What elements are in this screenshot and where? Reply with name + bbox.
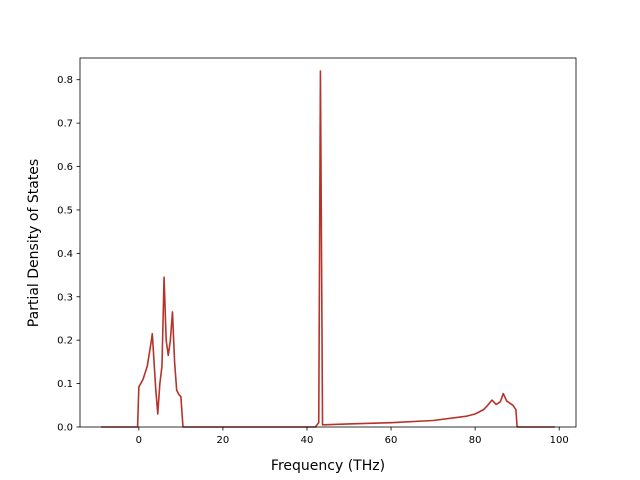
y-tick-label: 0.7 (57, 119, 73, 130)
y-tick-label: 0.3 (57, 292, 73, 303)
y-tick-label: 0.8 (57, 75, 73, 86)
x-tick-label: 40 (301, 435, 314, 446)
series-line-0 (101, 70, 555, 428)
plot-frame (79, 57, 577, 428)
y-tick-label: 0.2 (57, 336, 73, 347)
x-axis-label: Frequency (THz) (271, 458, 385, 474)
x-tick-label: 80 (469, 435, 482, 446)
y-tick-label: 0.5 (57, 205, 73, 216)
y-tick-label: 0.6 (57, 162, 73, 173)
y-tick-label: 0.1 (57, 379, 73, 390)
x-axis-ticks: 0 20 40 60 80 100 (136, 427, 569, 446)
x-tick-label: 20 (217, 435, 230, 446)
y-axis-ticks: 0.0 0.1 0.2 0.3 0.4 0.5 0.6 0.7 0.8 (57, 75, 80, 434)
x-tick-label: 60 (385, 435, 398, 446)
y-tick-label: 0.4 (57, 249, 73, 260)
x-tick-label: 0 (136, 435, 142, 446)
y-tick-label: 0.0 (57, 423, 73, 434)
x-tick-label: 100 (550, 435, 569, 446)
plot-area (79, 57, 577, 428)
y-axis-label: Partial Density of States (26, 159, 42, 327)
